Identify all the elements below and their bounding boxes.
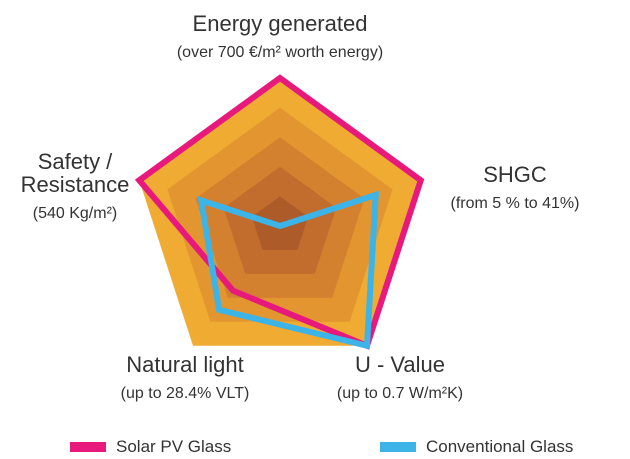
axis-name: Energy generated — [192, 11, 368, 36]
axis-name: U - Value — [354, 352, 446, 377]
axis-name: SHGC — [483, 162, 547, 187]
legend-label: Conventional Glass — [426, 437, 574, 456]
axis-label: Natural light (up to 28.4% VLT) — [75, 353, 295, 404]
axis-note: (up to 0.7 W/m²K) — [336, 385, 464, 402]
axis-name: Natural light — [126, 352, 244, 377]
axis-label: SHGC (from 5 % to 41%) — [415, 163, 615, 214]
axis-note: (540 Kg/m²) — [32, 205, 118, 222]
series-line — [197, 190, 379, 350]
legend-label: Solar PV Glass — [116, 437, 232, 456]
axis-label: U - Value (up to 0.7 W/m²K) — [290, 353, 510, 404]
series-line — [134, 74, 425, 350]
legend-swatch — [380, 442, 416, 452]
axis-note: (up to 28.4% VLT) — [120, 385, 250, 402]
axis-note: (from 5 % to 41%) — [450, 195, 580, 212]
legend-swatch — [70, 442, 106, 452]
axis-label: Safety / Resistance (540 Kg/m²) — [20, 150, 130, 224]
axis-name: Safety / Resistance — [20, 149, 130, 197]
axis-label: Energy generated (over 700 €/m² worth ene… — [100, 12, 460, 63]
axis-note: (over 700 €/m² worth energy) — [176, 44, 384, 61]
